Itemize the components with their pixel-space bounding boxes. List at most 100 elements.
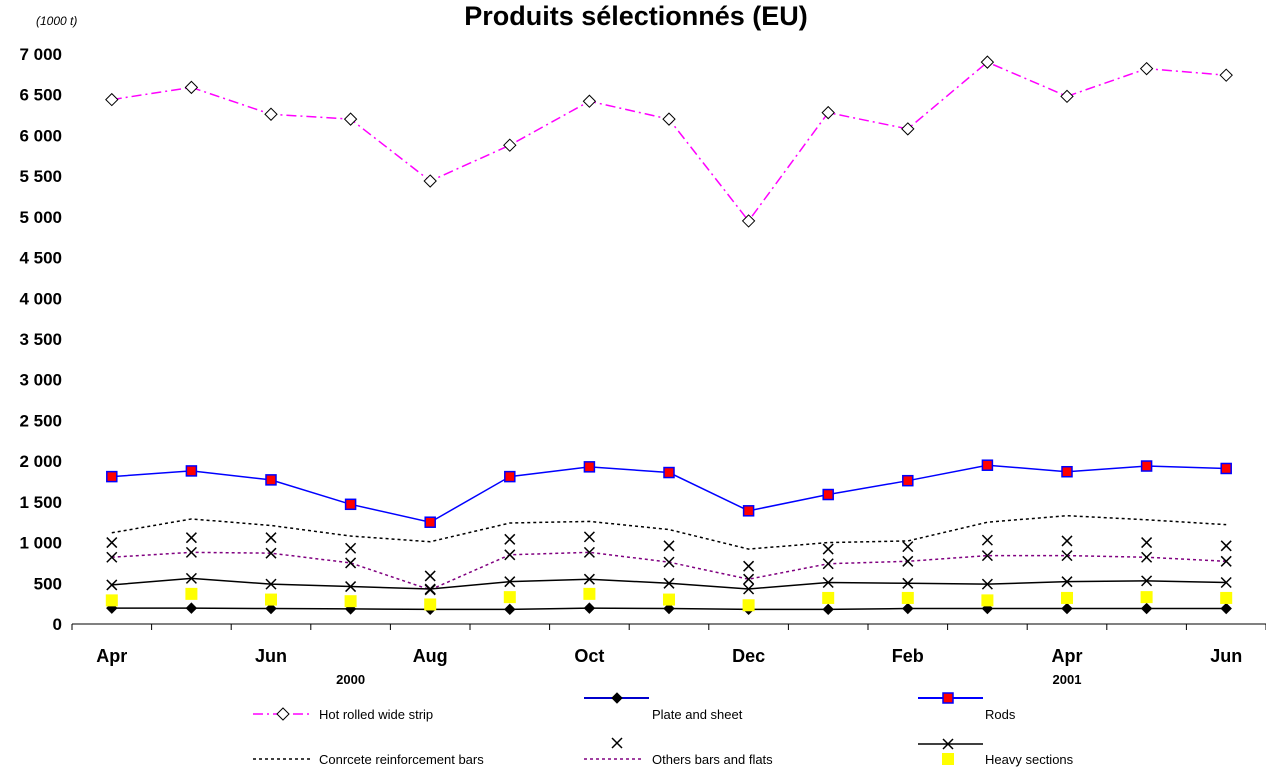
x-tick-label: Apr — [1052, 646, 1083, 666]
marker-x — [1220, 576, 1232, 589]
y-tick-label: 3 000 — [19, 371, 62, 390]
marker-x — [583, 531, 595, 543]
marker-diamond — [1061, 602, 1073, 615]
legend-label: Heavy sections — [985, 752, 1074, 767]
marker-x — [265, 547, 277, 559]
y-tick-label: 2 500 — [19, 411, 62, 430]
y-tick-label: 4 500 — [19, 249, 62, 268]
legend-item: Rods — [918, 692, 1016, 722]
marker-diamond — [265, 602, 277, 615]
y-tick-label: 1 000 — [19, 534, 62, 553]
marker-x — [981, 534, 993, 546]
legend-item: Hot rolled wide strip — [253, 707, 433, 722]
marker-diamond — [663, 602, 675, 615]
legend-item: Heavy sections — [918, 738, 1074, 767]
marker-x — [185, 546, 197, 558]
series-markers — [105, 587, 1233, 612]
marker-square — [583, 461, 596, 473]
y-tick-label: 5 500 — [19, 167, 62, 186]
marker-x — [1141, 575, 1153, 587]
marker-x — [424, 583, 436, 595]
marker-x — [345, 581, 357, 593]
y-tick-label: 5 000 — [19, 208, 62, 227]
marker-square — [942, 692, 954, 704]
marker-square — [344, 595, 357, 608]
marker-square — [1140, 591, 1153, 604]
marker-square — [424, 516, 436, 528]
marker-x — [822, 543, 834, 555]
marker-square — [822, 591, 835, 604]
marker-square — [742, 599, 755, 612]
marker-diamond — [611, 692, 623, 704]
x-tick-label: Apr — [96, 646, 127, 666]
legend-label: Conrcete reinforcement bars — [319, 752, 484, 767]
marker-diamond — [276, 707, 290, 721]
marker-x — [1220, 555, 1232, 567]
marker-diamond — [741, 214, 756, 228]
axes: 0 500 1 000 1 500 2 000 2 500 3 000 3 500 4 000 4… — [19, 45, 1266, 687]
series — [105, 55, 1233, 228]
legend-label: Others bars and flats — [652, 752, 773, 767]
marker-x — [981, 550, 993, 562]
marker-diamond — [504, 603, 516, 616]
marker-x — [504, 576, 516, 588]
x-tick-label: Feb — [892, 646, 924, 666]
marker-square — [105, 594, 118, 607]
series-layer — [105, 55, 1233, 616]
marker-x — [1061, 550, 1073, 562]
marker-x — [663, 577, 675, 589]
marker-square — [901, 591, 914, 604]
series — [111, 514, 1227, 550]
marker-square — [424, 598, 437, 611]
year-label: 2000 — [336, 672, 365, 687]
x-tick-label: Jun — [255, 646, 287, 666]
marker-x — [504, 533, 516, 545]
y-tick-label: 4 000 — [19, 289, 62, 308]
series — [106, 459, 1232, 528]
marker-x — [583, 546, 595, 558]
marker-x — [265, 578, 277, 590]
marker-x — [902, 555, 914, 567]
marker-x — [1220, 540, 1232, 552]
marker-x — [743, 560, 755, 572]
marker-x — [981, 578, 993, 590]
marker-square — [942, 753, 954, 765]
marker-x — [345, 557, 357, 569]
marker-square — [981, 459, 994, 471]
marker-x — [902, 541, 914, 553]
y-tick-label: 500 — [34, 574, 62, 593]
marker-x — [743, 573, 755, 585]
marker-diamond — [1060, 89, 1074, 104]
series-markers — [106, 531, 1232, 582]
marker-diamond — [1219, 68, 1233, 82]
marker-x — [902, 577, 914, 589]
series-markers — [106, 572, 1232, 595]
marker-x — [822, 558, 834, 570]
marker-square — [344, 498, 357, 511]
marker-square — [185, 465, 198, 477]
year-label: 2001 — [1053, 672, 1082, 687]
legend-item: Plate and sheet — [584, 692, 743, 722]
y-tick-label: 6 500 — [19, 86, 62, 105]
marker-x — [106, 579, 118, 591]
marker-diamond — [423, 174, 437, 188]
marker-diamond — [343, 112, 358, 126]
marker-square — [504, 470, 516, 483]
legend-label: Plate and sheet — [652, 707, 743, 722]
marker-x — [106, 551, 118, 563]
marker-square — [1140, 460, 1153, 472]
legend-label: Hot rolled wide strip — [319, 707, 433, 722]
series-markers — [106, 459, 1232, 528]
y-tick-label: 0 — [53, 615, 62, 634]
marker-square — [185, 587, 198, 600]
marker-square — [1220, 462, 1232, 475]
legend: Hot rolled wide strip Plate and sheet Rods… — [253, 692, 1074, 767]
marker-diamond — [1139, 61, 1154, 76]
marker-square — [1061, 591, 1073, 604]
marker-square — [583, 587, 596, 600]
y-tick-label: 3 500 — [19, 330, 62, 349]
marker-diamond — [822, 603, 834, 616]
legend-item: Conrcete reinforcement bars — [253, 752, 484, 767]
x-tick-label: Aug — [413, 646, 448, 666]
